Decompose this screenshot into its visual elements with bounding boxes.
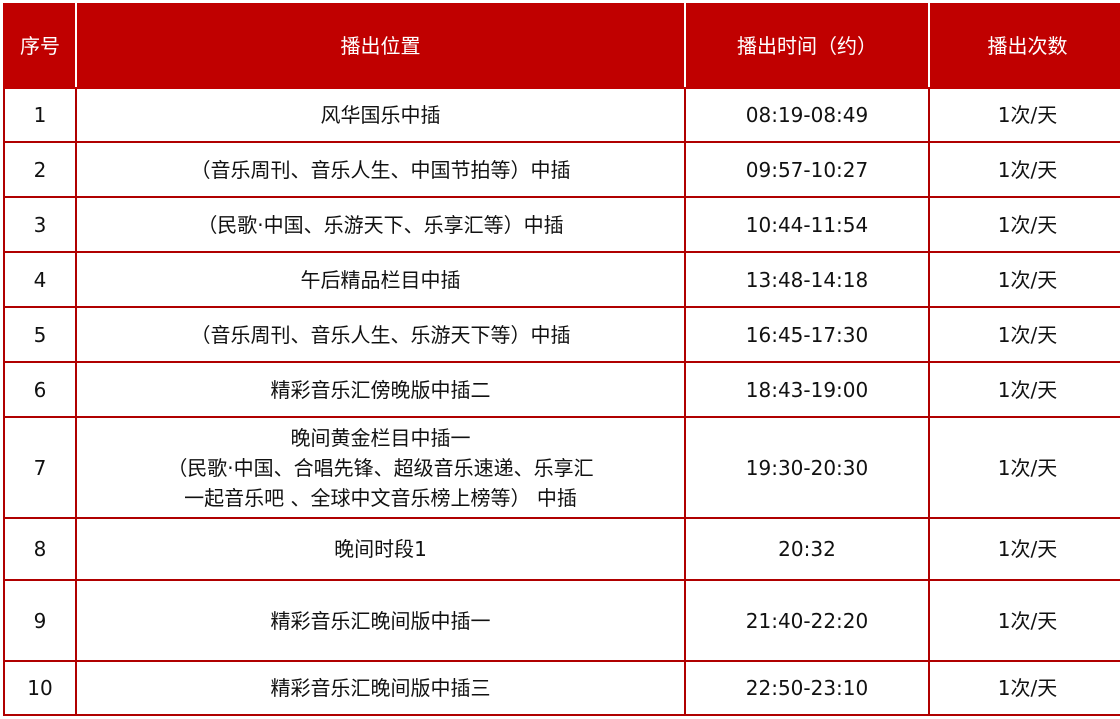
position-line: 精彩音乐汇晚间版中插三 [270, 676, 491, 700]
cell-index: 2 [3, 141, 77, 198]
cell-position: 精彩音乐汇晚间版中插一 [75, 579, 686, 662]
cell-index: 4 [3, 251, 77, 308]
cell-time: 09:57-10:27 [684, 141, 930, 198]
header-position: 播出位置 [75, 3, 686, 89]
cell-index: 10 [3, 660, 77, 716]
cell-index: 1 [3, 87, 77, 143]
cell-time: 21:40-22:20 [684, 579, 930, 662]
cell-count: 1次/天 [928, 660, 1120, 716]
position-line: （民歌·中国、合唱先锋、超级音乐速递、乐享汇 [167, 455, 594, 480]
cell-position: （音乐周刊、音乐人生、中国节拍等）中插 [75, 141, 686, 198]
header-time: 播出时间（约） [684, 3, 930, 89]
table-row: 9 精彩音乐汇晚间版中插一 21:40-22:20 1次/天 [3, 579, 1120, 662]
table-row: 4 午后精品栏目中插 13:48-14:18 1次/天 [3, 251, 1120, 308]
position-line: 精彩音乐汇晚间版中插一 [270, 608, 491, 633]
cell-position: 晚间黄金栏目中插一 （民歌·中国、合唱先锋、超级音乐速递、乐享汇 一起音乐吧 、全球… [75, 416, 686, 519]
cell-count: 1次/天 [928, 416, 1120, 519]
cell-position: 晚间时段1 [75, 517, 686, 581]
cell-time: 19:30-20:30 [684, 416, 930, 519]
cell-time: 13:48-14:18 [684, 251, 930, 308]
schedule-table: 序号 播出位置 播出时间（约） 播出次数 1 风华国乐中插 08:19-08:49 1… [3, 3, 1120, 716]
table-row: 5 （音乐周刊、音乐人生、乐游天下等）中插 16:45-17:30 1次/天 [3, 306, 1120, 363]
cell-time: 16:45-17:30 [684, 306, 930, 363]
cell-index: 6 [3, 361, 77, 418]
cell-count: 1次/天 [928, 579, 1120, 662]
cell-time: 10:44-11:54 [684, 196, 930, 253]
cell-position: （音乐周刊、音乐人生、乐游天下等）中插 [75, 306, 686, 363]
table-row: 2 （音乐周刊、音乐人生、中国节拍等）中插 09:57-10:27 1次/天 [3, 141, 1120, 198]
position-line: 晚间黄金栏目中插一 [290, 425, 471, 450]
cell-position: （民歌·中国、乐游天下、乐享汇等）中插 [75, 196, 686, 253]
position-line: （音乐周刊、音乐人生、中国节拍等）中插 [190, 157, 571, 182]
table-row: 10 精彩音乐汇晚间版中插三 22:50-23:10 1次/天 [3, 660, 1120, 716]
cell-index: 9 [3, 579, 77, 662]
header-index: 序号 [3, 3, 77, 89]
cell-time: 22:50-23:10 [684, 660, 930, 716]
cell-index: 7 [3, 416, 77, 519]
table-row: 1 风华国乐中插 08:19-08:49 1次/天 [3, 87, 1120, 143]
position-line: （音乐周刊、音乐人生、乐游天下等）中插 [190, 322, 571, 347]
cell-count: 1次/天 [928, 306, 1120, 363]
cell-count: 1次/天 [928, 141, 1120, 198]
header-row: 序号 播出位置 播出时间（约） 播出次数 [3, 3, 1120, 89]
cell-time: 20:32 [684, 517, 930, 581]
cell-position: 精彩音乐汇晚间版中插三 [75, 660, 686, 716]
cell-position: 风华国乐中插 [75, 87, 686, 143]
cell-count: 1次/天 [928, 87, 1120, 143]
cell-count: 1次/天 [928, 517, 1120, 581]
cell-time: 18:43-19:00 [684, 361, 930, 418]
cell-count: 1次/天 [928, 196, 1120, 253]
header-count: 播出次数 [928, 3, 1120, 89]
position-line: （民歌·中国、乐游天下、乐享汇等）中插 [197, 212, 564, 237]
position-line: 精彩音乐汇傍晚版中插二 [270, 377, 491, 402]
cell-index: 5 [3, 306, 77, 363]
cell-time: 08:19-08:49 [684, 87, 930, 143]
position-line: 风华国乐中插 [320, 103, 441, 127]
position-line: 一起音乐吧 、全球中文音乐榜上榜等） 中插 [184, 485, 577, 510]
cell-position: 午后精品栏目中插 [75, 251, 686, 308]
cell-count: 1次/天 [928, 251, 1120, 308]
table-row: 8 晚间时段1 20:32 1次/天 [3, 517, 1120, 581]
cell-index: 8 [3, 517, 77, 581]
cell-index: 3 [3, 196, 77, 253]
position-line: 午后精品栏目中插 [300, 267, 461, 292]
table-row: 7 晚间黄金栏目中插一 （民歌·中国、合唱先锋、超级音乐速递、乐享汇 一起音乐吧 、全… [3, 416, 1120, 519]
table-row: 6 精彩音乐汇傍晚版中插二 18:43-19:00 1次/天 [3, 361, 1120, 418]
cell-count: 1次/天 [928, 361, 1120, 418]
cell-position: 精彩音乐汇傍晚版中插二 [75, 361, 686, 418]
table-row: 3 （民歌·中国、乐游天下、乐享汇等）中插 10:44-11:54 1次/天 [3, 196, 1120, 253]
position-line: 晚间时段1 [334, 537, 427, 561]
